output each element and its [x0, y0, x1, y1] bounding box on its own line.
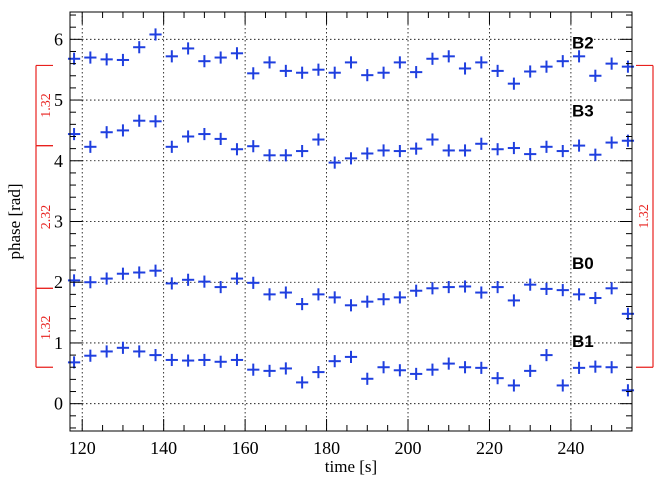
x-axis-title: time [s] — [325, 457, 377, 476]
left-bracket-label: 1.32 — [39, 93, 54, 118]
phase-offset-brackets: 1.32 2.32 1.32 1.32 — [35, 64, 654, 368]
series-label-b0: B0 — [572, 254, 594, 273]
y-tick-label: 5 — [54, 90, 63, 110]
y-axis-title: phase [rad] — [5, 184, 24, 260]
left-bracket-label: 2.32 — [39, 205, 54, 230]
x-tick-label: 220 — [476, 438, 503, 458]
series-label-b2: B2 — [572, 33, 594, 52]
grid-lines — [70, 12, 632, 431]
x-tick-label: 240 — [557, 438, 584, 458]
x-tick-label: 120 — [69, 438, 96, 458]
series-label-b3: B3 — [572, 101, 594, 120]
series-labels: B2 B3 B0 B1 — [572, 33, 594, 351]
right-bracket-label: 1.32 — [637, 204, 652, 229]
data-markers — [67, 28, 635, 397]
left-bracket-label: 1.32 — [39, 316, 54, 341]
y-tick-label: 0 — [54, 394, 63, 414]
axis-ticks: 120 140 160 180 200 220 240 0 1 2 3 4 5 6 — [54, 12, 633, 458]
y-tick-label: 4 — [54, 151, 63, 171]
series-label-b1: B1 — [572, 332, 594, 351]
x-tick-label: 200 — [395, 438, 422, 458]
x-tick-label: 140 — [150, 438, 177, 458]
x-tick-label: 160 — [232, 438, 259, 458]
y-tick-label: 6 — [54, 29, 63, 49]
y-tick-label: 3 — [54, 212, 63, 232]
y-tick-label: 2 — [54, 272, 63, 292]
x-tick-label: 180 — [313, 438, 340, 458]
y-tick-label: 1 — [54, 333, 63, 353]
